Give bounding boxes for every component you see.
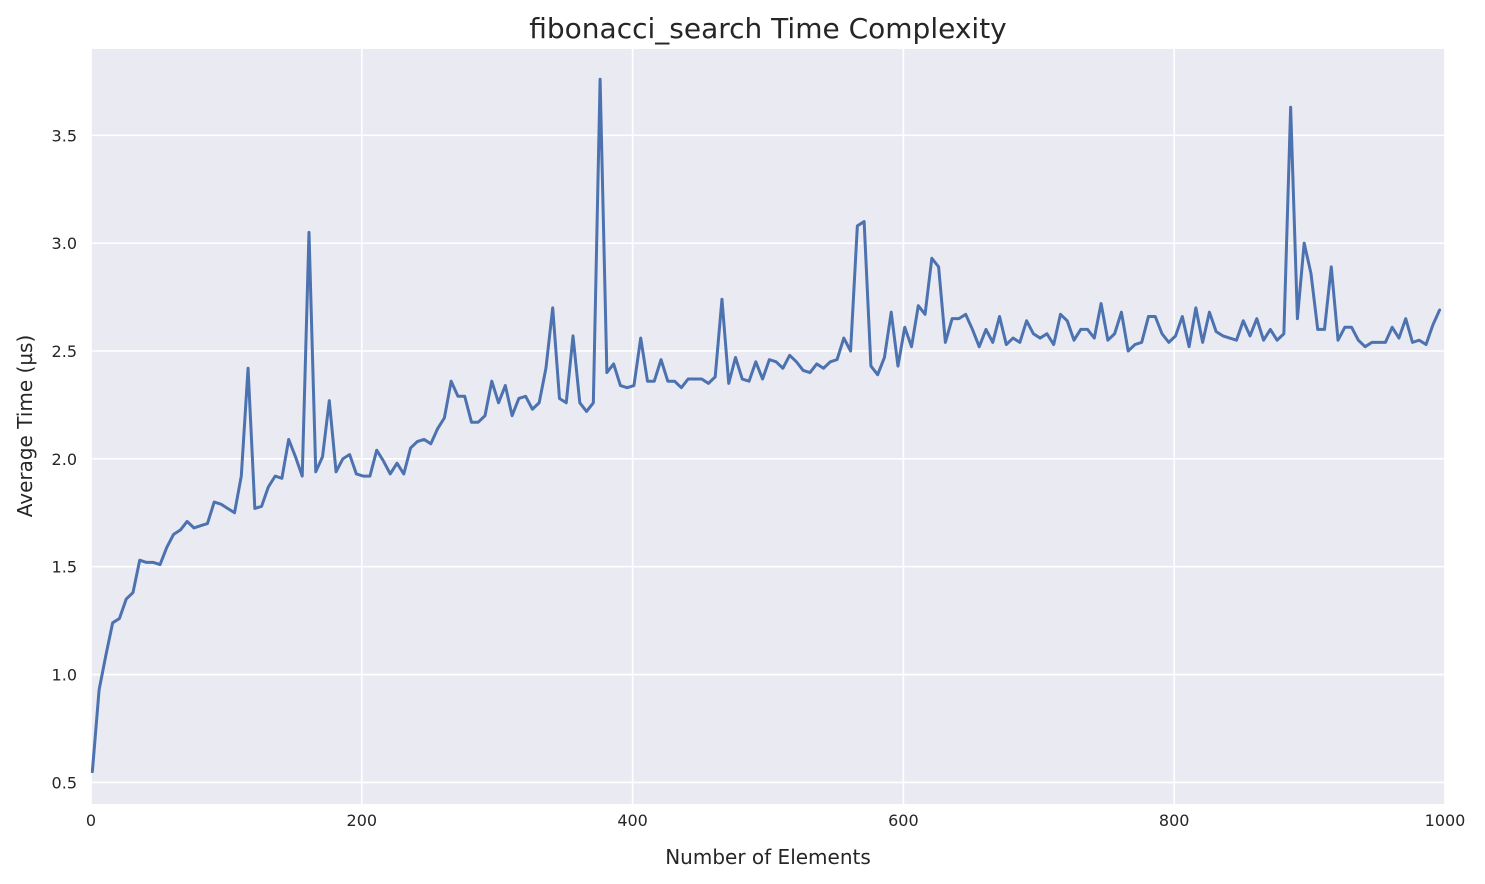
- x-tick-label: 1000: [1425, 811, 1466, 830]
- x-gridlines: [90, 49, 1446, 804]
- series-line: [90, 77, 1442, 774]
- y-axis-label: Average Time (µs): [13, 335, 37, 518]
- x-tick-label: 0: [86, 811, 96, 830]
- y-tick-label: 1.0: [52, 666, 77, 685]
- y-tick-label: 2.5: [52, 342, 77, 361]
- x-tick-label: 200: [347, 811, 378, 830]
- x-axis-label: Number of Elements: [665, 845, 871, 869]
- x-tick-label: 600: [888, 811, 919, 830]
- y-gridlines: [91, 134, 1445, 784]
- y-tick-label: 3.5: [52, 126, 77, 145]
- chart-title: fibonacci_search Time Complexity: [529, 12, 1007, 45]
- y-tick-labels: 0.5 1.0 1.5 2.0 2.5 3.0 3.5: [52, 126, 77, 792]
- y-tick-label: 0.5: [52, 773, 77, 792]
- x-tick-label: 400: [617, 811, 648, 830]
- plot-area: [91, 49, 1445, 804]
- y-tick-label: 2.0: [52, 450, 77, 469]
- x-tick-label: 800: [1159, 811, 1190, 830]
- y-tick-label: 3.0: [52, 234, 77, 253]
- x-tick-labels: 0 200 400 600 800 1000: [86, 811, 1465, 830]
- y-tick-label: 1.5: [52, 558, 77, 577]
